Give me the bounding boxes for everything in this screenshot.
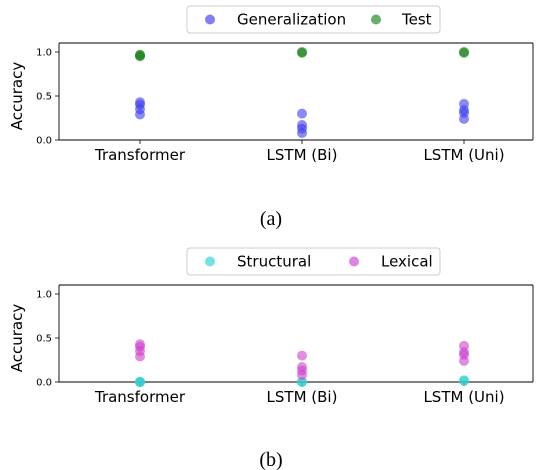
y-tick-label: 0.0	[36, 378, 52, 389]
point-lexical	[297, 362, 307, 372]
point-generalization	[459, 98, 469, 109]
y-tick-label: 0.5	[36, 92, 52, 103]
point-lexical	[135, 339, 145, 350]
plot-area-b: 0.0 0.5 1.0 Transformer LSTM (Bi) LSTM (…	[8, 284, 534, 406]
point-test	[135, 49, 145, 60]
legend-b-marker-structural	[205, 256, 215, 267]
legend-b-label-structural: Structural	[237, 253, 311, 271]
y-tick-label: 1.0	[36, 48, 52, 59]
x-tick-label: LSTM (Uni)	[423, 146, 504, 164]
point-structural	[135, 377, 145, 387]
point-structural	[459, 375, 469, 386]
x-tick-label: Transformer	[94, 146, 186, 164]
legend-a-label-generalization: Generalization	[237, 11, 346, 29]
panel-a: Generalization Test 0.0 0.5 1.0 Transfor…	[8, 5, 534, 230]
legend-b: Structural Lexical	[186, 247, 441, 276]
x-tick-label: LSTM (Uni)	[423, 388, 504, 406]
legend-a-marker-test	[371, 14, 381, 25]
x-tick-label: LSTM (Bi)	[267, 146, 338, 164]
y-axis-title-b: Accuracy	[8, 304, 26, 373]
y-tick-label: 0.5	[36, 334, 52, 345]
panel-label-a: (a)	[260, 208, 282, 230]
legend-b-marker-lexical	[349, 256, 359, 267]
plot-area-a: 0.0 0.5 1.0 Transformer LSTM (Bi) LSTM (…	[8, 42, 534, 164]
legend-b-frame	[186, 247, 441, 276]
point-generalization	[135, 97, 145, 108]
panel-b: Structural Lexical 0.0 0.5 1.0 Transform…	[8, 247, 534, 470]
point-test	[459, 47, 469, 57]
panel-label-b: (b)	[259, 449, 282, 470]
point-lexical	[297, 350, 307, 361]
x-tick-label: LSTM (Bi)	[267, 388, 338, 406]
point-lexical	[459, 340, 469, 351]
legend-a-frame	[186, 5, 441, 34]
point-generalization	[297, 120, 307, 130]
point-structural	[297, 377, 307, 387]
y-tick-label: 1.0	[36, 290, 52, 301]
point-generalization	[297, 108, 307, 119]
x-tick-label: Transformer	[94, 388, 186, 406]
legend-a: Generalization Test	[186, 5, 441, 34]
point-test	[297, 47, 307, 57]
y-tick-label: 0.0	[36, 136, 52, 147]
legend-b-label-lexical: Lexical	[381, 253, 433, 271]
y-axis-title-a: Accuracy	[8, 62, 26, 131]
legend-a-label-test: Test	[401, 11, 432, 29]
legend-a-marker-generalization	[205, 14, 215, 25]
points-b	[135, 339, 469, 387]
points-a	[135, 47, 469, 138]
